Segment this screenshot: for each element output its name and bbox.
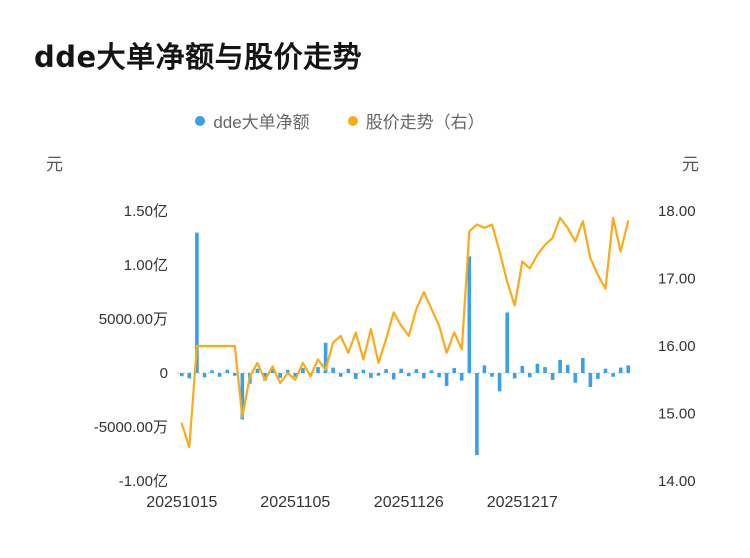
dde-net-bar <box>482 365 487 373</box>
dde-net-bar <box>323 342 328 373</box>
dde-net-bar <box>195 232 199 373</box>
dde-net-bar <box>528 373 532 378</box>
dde-net-bar <box>346 368 351 373</box>
x-axis-tick-label: 20251126 <box>374 494 444 511</box>
dde-net-bar <box>512 373 517 379</box>
dde-net-bar <box>316 367 320 373</box>
right-axis-tick-label: 17.00 <box>658 271 696 288</box>
dde-net-bar <box>361 369 366 373</box>
dde-net-bar <box>467 256 472 373</box>
dde-net-bar <box>437 373 441 378</box>
dde-net-bar <box>391 373 396 380</box>
dde-net-bar <box>588 373 593 387</box>
dde-net-bar <box>338 373 343 377</box>
legend-label-dde: dde大单净额 <box>213 113 310 132</box>
dde-net-bar <box>407 373 411 377</box>
left-axis-tick-label: 5000.00万 <box>99 311 168 328</box>
dde-net-bar <box>520 366 525 373</box>
dde-net-bar <box>535 363 540 373</box>
left-axis-tick-label: -1.00亿 <box>119 473 168 490</box>
dde-net-bar <box>459 373 464 381</box>
dde-net-bar <box>626 365 630 373</box>
left-axis-unit: 元 <box>46 155 63 174</box>
dde-net-bar <box>611 373 615 377</box>
dde-net-bar <box>384 369 388 373</box>
dde-net-bar <box>217 373 222 377</box>
left-axis-tick-label: 1.50亿 <box>124 203 168 220</box>
dde-net-bar <box>414 369 419 373</box>
dde-net-bar <box>331 367 335 373</box>
right-axis-unit: 元 <box>682 155 699 174</box>
dde-net-bar <box>505 312 509 373</box>
dde-net-bar <box>429 370 434 373</box>
chart-title: dde大单净额与股价走势 <box>34 40 363 74</box>
dde-net-bar <box>270 369 275 373</box>
dde-net-bar <box>573 373 578 383</box>
dde-net-bar <box>225 369 229 373</box>
right-axis-tick-label: 15.00 <box>658 406 696 423</box>
dde-net-bar <box>475 373 479 456</box>
price-line <box>180 216 630 449</box>
dde-net-bar <box>603 368 608 373</box>
left-axis-tick-label: 0 <box>160 365 168 382</box>
dde-net-bar <box>369 373 373 378</box>
legend-item-price[interactable]: 股价走势（右） <box>347 108 485 133</box>
dde-net-bar <box>543 367 547 373</box>
x-axis-tick-label: 20251015 <box>146 494 217 511</box>
dde-net-bar <box>285 369 290 373</box>
dde-net-bar <box>444 373 449 386</box>
legend-label-price: 股价走势（右） <box>365 113 485 132</box>
dde-net-bar <box>422 373 426 379</box>
dde-net-bar <box>618 367 623 373</box>
right-axis-tick-label: 18.00 <box>658 203 696 220</box>
dde-net-bar <box>301 368 305 373</box>
legend-dot-icon-price <box>347 115 358 126</box>
dde-net-bar <box>232 373 237 376</box>
dde-net-bar <box>240 373 245 420</box>
dde-net-bar <box>452 368 456 373</box>
dde-net-bar <box>210 370 214 373</box>
legend: dde大单净额 股价走势（右） <box>0 108 750 133</box>
dde-net-bar <box>550 373 555 380</box>
dde-net-bar <box>581 357 585 373</box>
dde-net-bar <box>293 373 298 377</box>
dde-net-bar <box>255 368 260 373</box>
right-axis-tick-label: 14.00 <box>658 473 696 490</box>
dde-net-bar <box>187 373 192 379</box>
dde-net-bar <box>596 373 600 379</box>
left-axis-tick-label: 1.00亿 <box>124 257 168 274</box>
dde-net-bar <box>376 373 381 376</box>
dde-net-bar <box>497 373 502 392</box>
x-axis-tick-label: 20251105 <box>260 494 330 511</box>
dde-net-bar <box>490 373 494 377</box>
dde-net-bar <box>180 373 184 377</box>
dde-net-bar <box>354 373 358 379</box>
left-axis-tick-label: -5000.00万 <box>94 419 168 436</box>
dde-net-bar <box>202 373 207 378</box>
dde-net-bar <box>263 373 267 381</box>
dde-net-bar <box>565 364 570 373</box>
dde-net-bar <box>558 360 562 373</box>
dde-net-bar <box>399 368 403 373</box>
x-axis-tick-label: 20251217 <box>487 494 558 511</box>
dde-net-bar <box>278 373 282 378</box>
right-axis-tick-label: 16.00 <box>658 338 696 355</box>
legend-item-dde[interactable]: dde大单净额 <box>195 108 310 133</box>
legend-dot-icon-dde <box>195 115 206 126</box>
